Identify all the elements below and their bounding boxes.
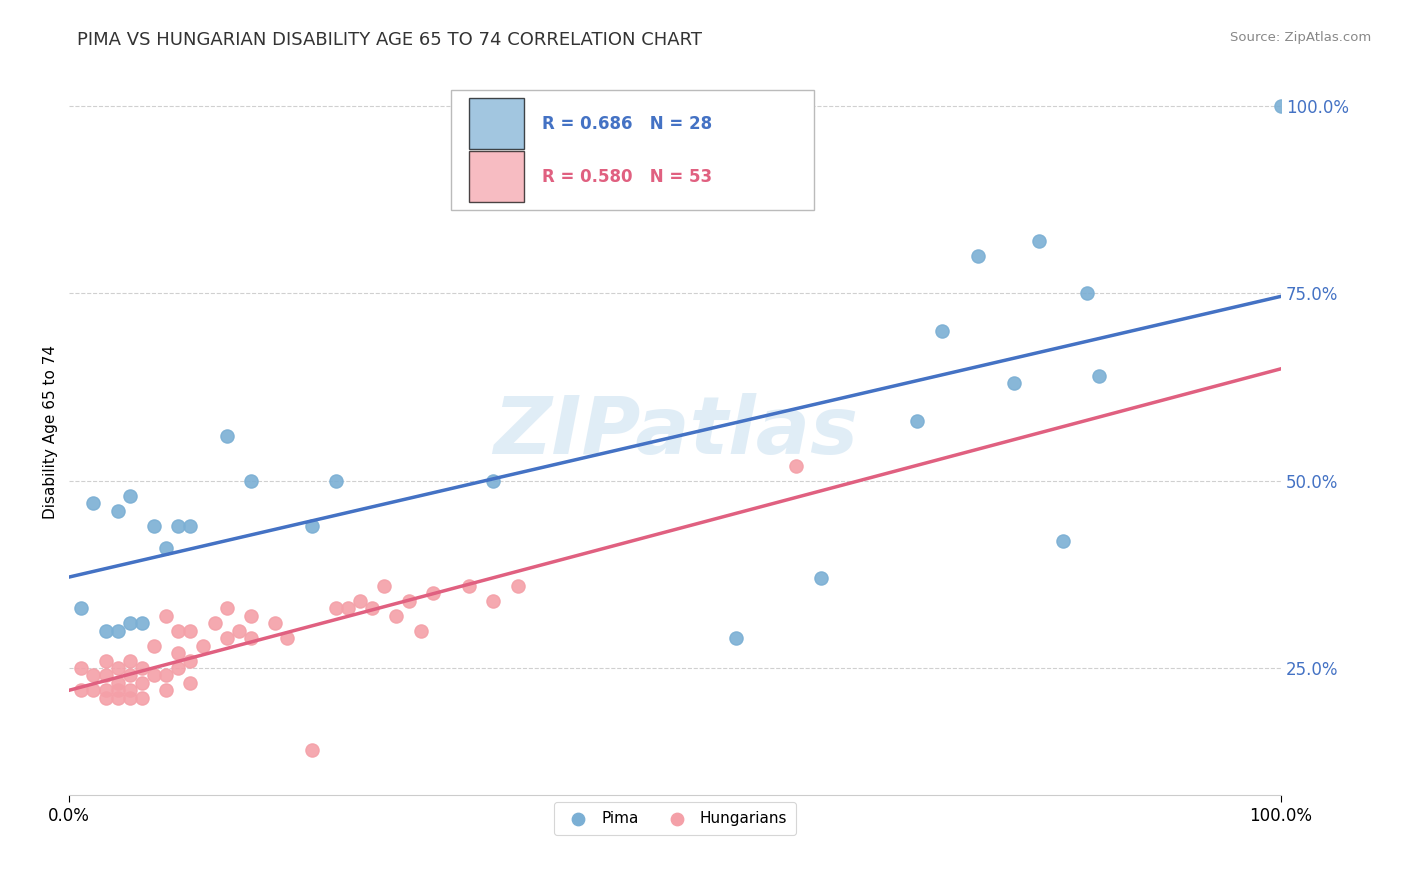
Point	[94, 668, 117, 682]
Point	[349, 593, 371, 607]
Point	[167, 646, 190, 660]
Point	[155, 608, 177, 623]
Y-axis label: Disability Age 65 to 74: Disability Age 65 to 74	[44, 345, 58, 519]
Point	[325, 474, 347, 488]
Point	[118, 668, 141, 682]
Point	[118, 653, 141, 667]
Point	[70, 601, 93, 615]
Text: ZIPatlas: ZIPatlas	[492, 393, 858, 471]
Legend: Pima, Hungarians: Pima, Hungarians	[554, 802, 796, 835]
Point	[131, 690, 153, 705]
FancyBboxPatch shape	[470, 98, 523, 149]
Text: R = 0.580   N = 53: R = 0.580 N = 53	[541, 168, 711, 186]
Point	[94, 683, 117, 698]
Point	[240, 608, 263, 623]
Point	[94, 690, 117, 705]
Point	[325, 601, 347, 615]
Point	[118, 683, 141, 698]
Point	[301, 743, 323, 757]
Point	[215, 428, 238, 442]
Point	[204, 615, 226, 630]
Point	[907, 414, 929, 428]
Point	[167, 518, 190, 533]
Point	[70, 661, 93, 675]
Point	[336, 601, 359, 615]
Point	[167, 624, 190, 638]
Point	[107, 624, 129, 638]
Point	[118, 690, 141, 705]
Point	[131, 615, 153, 630]
Point	[385, 608, 408, 623]
Point	[724, 631, 747, 645]
Point	[179, 653, 201, 667]
Point	[240, 474, 263, 488]
Point	[118, 489, 141, 503]
Point	[107, 683, 129, 698]
Point	[967, 249, 990, 263]
Point	[94, 624, 117, 638]
Point	[179, 518, 201, 533]
Point	[301, 518, 323, 533]
Point	[931, 324, 953, 338]
Point	[155, 668, 177, 682]
Point	[107, 661, 129, 675]
Point	[179, 624, 201, 638]
Point	[167, 661, 190, 675]
Point	[191, 639, 214, 653]
Point	[143, 668, 166, 682]
Point	[1028, 234, 1050, 248]
Point	[143, 639, 166, 653]
Point	[107, 676, 129, 690]
Point	[131, 676, 153, 690]
Text: R = 0.686   N = 28: R = 0.686 N = 28	[541, 115, 711, 133]
Point	[1270, 99, 1292, 113]
FancyBboxPatch shape	[451, 90, 814, 211]
Point	[785, 458, 807, 473]
Point	[422, 586, 444, 600]
Point	[1076, 286, 1098, 301]
Text: Source: ZipAtlas.com: Source: ZipAtlas.com	[1230, 31, 1371, 45]
Point	[82, 496, 104, 510]
Point	[409, 624, 432, 638]
Point	[1088, 368, 1111, 383]
Point	[482, 593, 505, 607]
Point	[70, 683, 93, 698]
Point	[143, 518, 166, 533]
Point	[155, 683, 177, 698]
Point	[361, 601, 384, 615]
Point	[82, 683, 104, 698]
Point	[94, 653, 117, 667]
Point	[228, 624, 250, 638]
Point	[810, 571, 832, 585]
Point	[276, 631, 298, 645]
Point	[131, 661, 153, 675]
Point	[215, 601, 238, 615]
Point	[155, 541, 177, 555]
Point	[215, 631, 238, 645]
Point	[82, 668, 104, 682]
FancyBboxPatch shape	[470, 152, 523, 202]
Point	[398, 593, 420, 607]
Point	[482, 474, 505, 488]
Point	[373, 578, 395, 592]
Text: PIMA VS HUNGARIAN DISABILITY AGE 65 TO 74 CORRELATION CHART: PIMA VS HUNGARIAN DISABILITY AGE 65 TO 7…	[77, 31, 703, 49]
Point	[1052, 533, 1074, 548]
Point	[506, 578, 529, 592]
Point	[264, 615, 287, 630]
Point	[118, 615, 141, 630]
Point	[107, 503, 129, 517]
Point	[107, 690, 129, 705]
Point	[458, 578, 481, 592]
Point	[179, 676, 201, 690]
Point	[1002, 376, 1025, 391]
Point	[240, 631, 263, 645]
